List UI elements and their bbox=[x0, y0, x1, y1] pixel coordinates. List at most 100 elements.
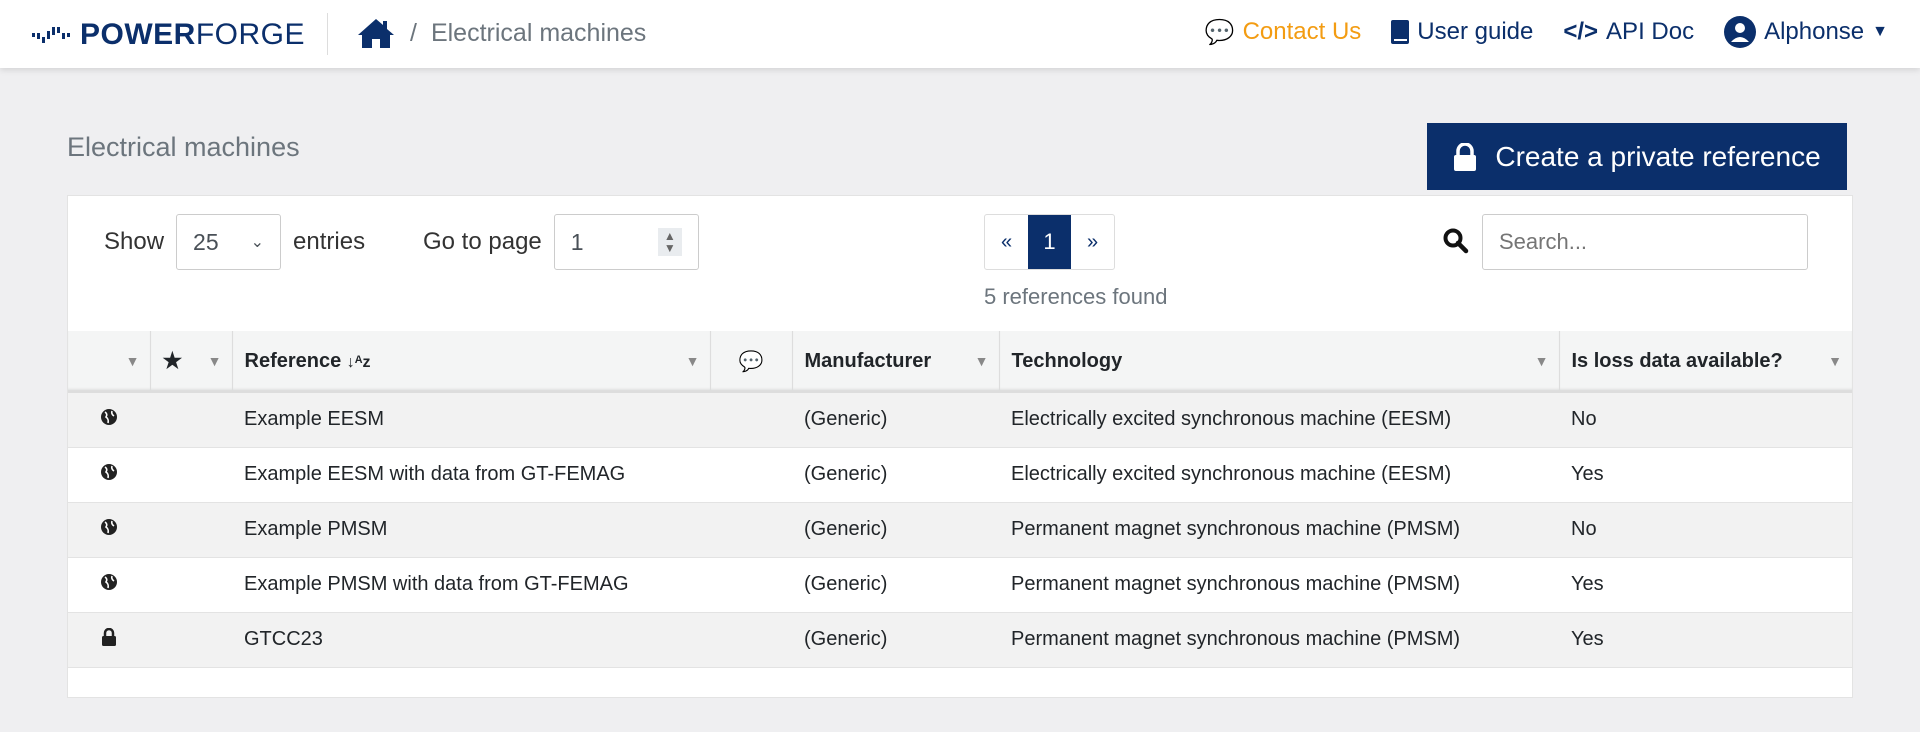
results-count: 5 references found bbox=[984, 284, 1168, 309]
entries-select[interactable]: 25 ⌄ bbox=[176, 214, 282, 270]
header-manufacturer[interactable]: Manufacturer ▼ bbox=[792, 331, 1000, 393]
header-comments[interactable]: 💬 bbox=[710, 331, 793, 393]
table-row[interactable]: Example EESM (Generic) Electrically exci… bbox=[68, 392, 1852, 448]
search-icon bbox=[1443, 228, 1469, 254]
references-table: ▼ ★ ▼ Reference ↓ᴬz ▼ 💬 Manufacturer ▼ Tech… bbox=[68, 331, 1852, 668]
technology-cell: Permanent magnet synchronous machine (PM… bbox=[999, 612, 1559, 668]
contact-us-link[interactable]: 💬 Contact Us bbox=[1205, 18, 1362, 47]
table-row[interactable]: Example PMSM (Generic) Permanent magnet … bbox=[68, 502, 1852, 558]
filter-icon[interactable]: ▼ bbox=[1828, 353, 1842, 369]
reference-cell[interactable]: Example PMSM with data from GT-FEMAG bbox=[232, 557, 710, 613]
filter-icon[interactable]: ▼ bbox=[207, 353, 222, 369]
user-menu[interactable]: Alphonse ▼ bbox=[1724, 16, 1888, 48]
user-guide-link[interactable]: User guide bbox=[1391, 18, 1533, 46]
goto-page-label: Go to page bbox=[423, 228, 542, 255]
manufacturer-cell: (Generic) bbox=[792, 392, 999, 448]
create-private-reference-button[interactable]: Create a private reference bbox=[1427, 123, 1847, 190]
comment-cell bbox=[710, 392, 792, 448]
technology-cell: Permanent magnet synchronous machine (PM… bbox=[999, 502, 1559, 558]
manufacturer-cell: (Generic) bbox=[792, 502, 999, 558]
technology-cell: Electrically excited synchronous machine… bbox=[999, 447, 1559, 503]
filter-icon[interactable]: ▼ bbox=[125, 353, 140, 369]
favorite-cell[interactable] bbox=[150, 392, 232, 448]
entries-label: entries bbox=[293, 228, 366, 255]
globe-icon bbox=[68, 502, 150, 558]
header-technology[interactable]: Technology ▼ bbox=[999, 331, 1560, 393]
brand-light: FORGE bbox=[195, 18, 306, 51]
lock-icon bbox=[1454, 142, 1477, 171]
comment-cell bbox=[710, 502, 792, 558]
table-header-row: ▼ ★ ▼ Reference ↓ᴬz ▼ 💬 Manufacturer ▼ Tech… bbox=[68, 331, 1852, 393]
brand-bold: POWER bbox=[80, 18, 196, 51]
header-label: Is loss data available? bbox=[1571, 349, 1783, 372]
reference-cell[interactable]: Example EESM bbox=[232, 392, 710, 448]
manufacturer-cell: (Generic) bbox=[792, 447, 999, 503]
star-icon: ★ bbox=[162, 348, 183, 373]
header-label: Manufacturer bbox=[804, 349, 932, 372]
api-doc-label: API Doc bbox=[1606, 18, 1695, 45]
header-favorite[interactable]: ★ ▼ bbox=[150, 331, 233, 393]
favorite-cell[interactable] bbox=[150, 447, 232, 503]
favorite-cell[interactable] bbox=[150, 612, 232, 668]
manufacturer-cell: (Generic) bbox=[792, 557, 999, 613]
favorite-cell[interactable] bbox=[150, 557, 232, 613]
reference-cell[interactable]: Example PMSM bbox=[232, 502, 710, 558]
chevron-down-icon: ⌄ bbox=[250, 234, 265, 251]
loss-data-cell: No bbox=[1559, 392, 1852, 448]
page-input-value: 1 bbox=[570, 228, 584, 255]
caret-down-icon: ▼ bbox=[1872, 23, 1888, 40]
book-icon bbox=[1391, 20, 1410, 44]
table-row[interactable]: GTCC23 (Generic) Permanent magnet synchr… bbox=[68, 612, 1852, 668]
filter-icon[interactable]: ▼ bbox=[974, 353, 989, 369]
loss-data-cell: Yes bbox=[1559, 557, 1852, 613]
divider bbox=[327, 13, 328, 55]
previous-page-button[interactable]: « bbox=[1000, 230, 1013, 253]
technology-cell: Electrically excited synchronous machine… bbox=[999, 392, 1559, 448]
page-number-input[interactable]: 1 ▲ ▼ bbox=[553, 214, 699, 270]
manufacturer-cell: (Generic) bbox=[792, 612, 999, 668]
breadcrumb-current: Electrical machines bbox=[430, 18, 647, 47]
user-guide-label: User guide bbox=[1417, 18, 1534, 45]
table-row[interactable]: Example EESM with data from GT-FEMAG (Ge… bbox=[68, 447, 1852, 503]
reference-cell[interactable]: Example EESM with data from GT-FEMAG bbox=[232, 447, 710, 503]
navbar: POWER FORGE / Electrical machines 💬 Contac… bbox=[0, 0, 1920, 68]
globe-icon bbox=[68, 447, 150, 503]
comment-cell bbox=[710, 557, 792, 613]
table-row[interactable]: Example PMSM with data from GT-FEMAG (Ge… bbox=[68, 557, 1852, 613]
spinner-icon[interactable]: ▲ ▼ bbox=[657, 228, 682, 256]
filter-icon[interactable]: ▼ bbox=[1534, 353, 1549, 369]
show-label: Show bbox=[104, 228, 165, 255]
header-label: Technology bbox=[1011, 349, 1123, 372]
globe-icon bbox=[68, 557, 150, 613]
entries-value: 25 bbox=[193, 228, 219, 255]
breadcrumb-separator: / bbox=[410, 18, 417, 47]
page-1-button[interactable]: 1 bbox=[1028, 215, 1071, 269]
pagination: « 1 » bbox=[984, 214, 1115, 270]
user-name: Alphonse bbox=[1764, 18, 1865, 45]
user-avatar-icon bbox=[1724, 16, 1757, 48]
page-title: Electrical machines bbox=[67, 132, 300, 162]
reference-cell[interactable]: GTCC23 bbox=[232, 612, 710, 668]
brand-logo[interactable]: POWER FORGE bbox=[32, 18, 305, 52]
comment-cell bbox=[710, 612, 792, 668]
next-page-button[interactable]: » bbox=[1086, 230, 1099, 253]
header-reference[interactable]: Reference ↓ᴬz ▼ bbox=[232, 331, 711, 393]
loss-data-cell: Yes bbox=[1559, 447, 1852, 503]
header-label: Reference bbox=[244, 349, 342, 372]
search-input[interactable] bbox=[1482, 214, 1808, 270]
favorite-cell[interactable] bbox=[150, 502, 232, 558]
create-button-label: Create a private reference bbox=[1495, 140, 1821, 172]
home-icon[interactable] bbox=[356, 17, 396, 49]
logo-mark-icon bbox=[32, 27, 70, 43]
sort-alpha-icon: ↓ᴬz bbox=[346, 353, 371, 371]
lock-icon bbox=[68, 612, 150, 668]
technology-cell: Permanent magnet synchronous machine (PM… bbox=[999, 557, 1559, 613]
globe-icon bbox=[68, 392, 150, 448]
header-visibility[interactable]: ▼ bbox=[68, 331, 151, 393]
chat-icon: 💬 bbox=[1204, 18, 1235, 46]
header-loss-data[interactable]: Is loss data available? ▼ bbox=[1559, 331, 1852, 393]
api-doc-link[interactable]: </> API Doc bbox=[1563, 18, 1694, 46]
loss-data-cell: No bbox=[1559, 502, 1852, 558]
loss-data-cell: Yes bbox=[1559, 612, 1852, 668]
filter-icon[interactable]: ▼ bbox=[685, 353, 700, 369]
